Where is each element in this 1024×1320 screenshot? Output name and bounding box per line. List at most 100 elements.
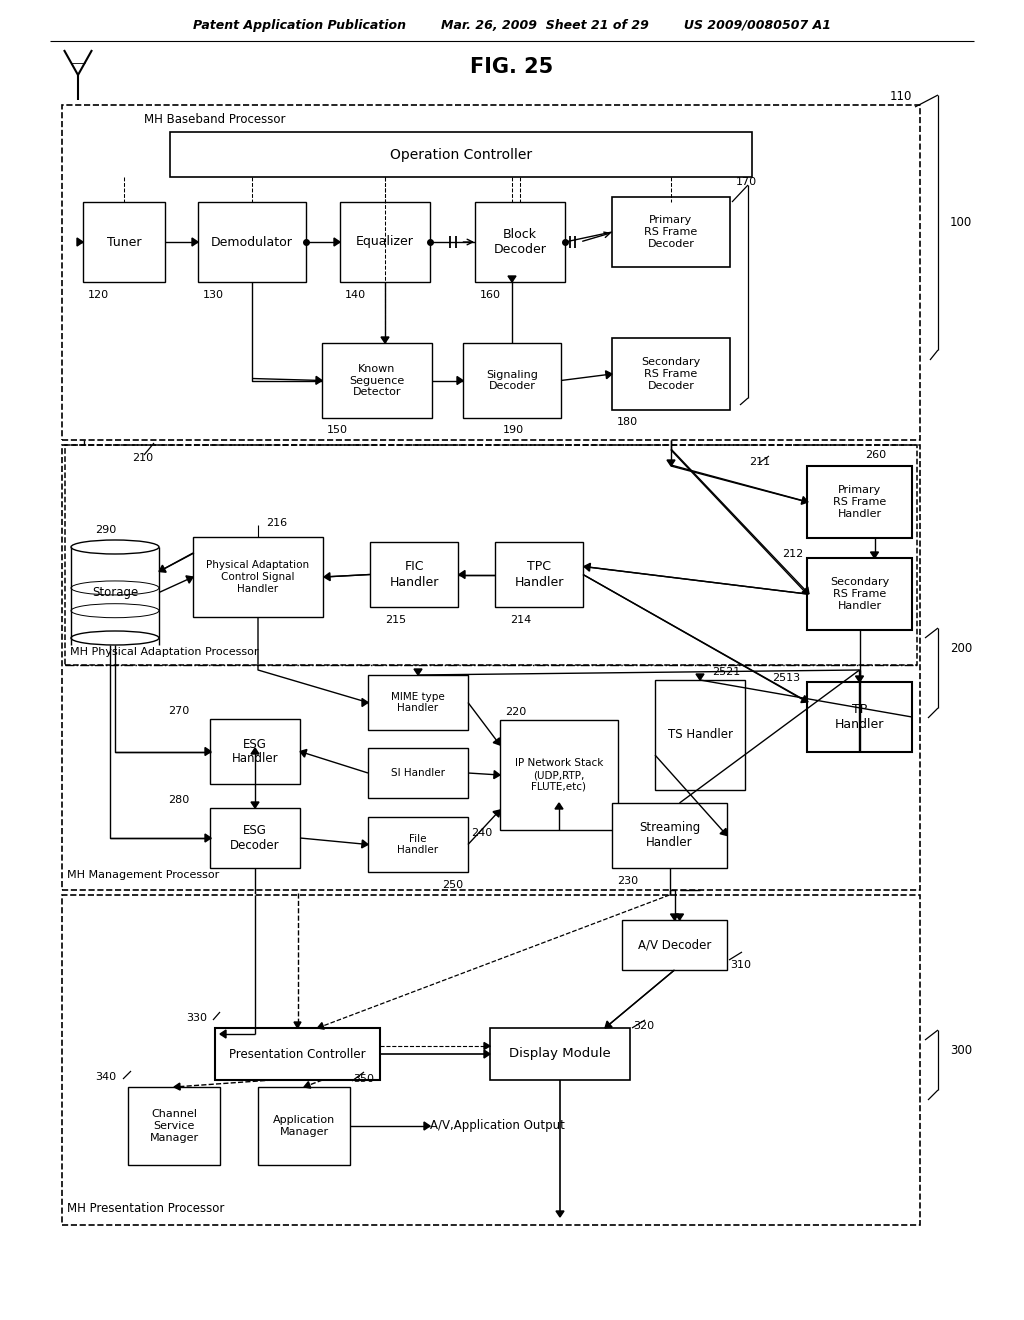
Text: Signaling
Decoder: Signaling Decoder — [486, 370, 538, 391]
Bar — [622, 920, 727, 970]
Bar — [807, 682, 912, 752]
Bar — [463, 343, 561, 418]
Polygon shape — [205, 747, 211, 755]
Text: 270: 270 — [168, 706, 189, 715]
Text: 110: 110 — [890, 90, 912, 103]
Polygon shape — [362, 698, 368, 706]
Text: Presentation Controller: Presentation Controller — [229, 1048, 366, 1060]
Text: Known
Seguence
Detector: Known Seguence Detector — [349, 364, 404, 397]
Text: 120: 120 — [88, 290, 110, 300]
Bar — [210, 808, 300, 869]
Bar — [340, 202, 430, 282]
Bar — [210, 719, 300, 784]
Text: Secondary
RS Frame
Handler: Secondary RS Frame Handler — [829, 577, 889, 611]
Polygon shape — [159, 565, 166, 573]
Text: Demodulator: Demodulator — [211, 235, 293, 248]
Polygon shape — [361, 840, 368, 847]
Polygon shape — [870, 552, 879, 558]
Text: Primary
RS Frame
Handler: Primary RS Frame Handler — [833, 486, 886, 519]
Text: 300: 300 — [950, 1044, 972, 1056]
Text: A/V Decoder: A/V Decoder — [638, 939, 712, 952]
Polygon shape — [484, 1049, 490, 1059]
Bar — [215, 1028, 380, 1080]
Text: FIG. 25: FIG. 25 — [470, 57, 554, 77]
Text: 220: 220 — [505, 708, 526, 717]
Text: Physical Adaptation
Control Signal
Handler: Physical Adaptation Control Signal Handl… — [207, 561, 309, 594]
Text: Channel
Service
Manager: Channel Service Manager — [150, 1109, 199, 1143]
Text: ESG
Handler: ESG Handler — [231, 738, 279, 766]
Polygon shape — [220, 1030, 226, 1038]
Bar — [368, 675, 468, 730]
Text: 330: 330 — [186, 1012, 207, 1023]
Text: Storage: Storage — [92, 586, 138, 599]
Text: 160: 160 — [480, 290, 501, 300]
Polygon shape — [424, 1122, 430, 1130]
Bar — [62, 895, 920, 1225]
Text: 310: 310 — [730, 960, 751, 970]
Text: 320: 320 — [633, 1020, 654, 1031]
Bar — [612, 338, 730, 411]
Polygon shape — [494, 771, 500, 779]
Text: 140: 140 — [345, 290, 367, 300]
Bar — [475, 202, 565, 282]
Bar — [807, 558, 912, 630]
Polygon shape — [494, 738, 500, 744]
Text: MH Management Processor: MH Management Processor — [67, 870, 219, 880]
Text: 2513: 2513 — [772, 673, 800, 682]
Polygon shape — [174, 1084, 180, 1090]
Text: 350: 350 — [353, 1074, 374, 1084]
Bar — [128, 1086, 220, 1166]
Polygon shape — [186, 576, 193, 583]
Polygon shape — [251, 748, 259, 754]
Text: ESG
Decoder: ESG Decoder — [230, 824, 280, 851]
Text: 230: 230 — [617, 876, 638, 886]
Bar — [612, 197, 730, 267]
Text: Application
Manager: Application Manager — [272, 1115, 335, 1137]
Polygon shape — [676, 913, 683, 920]
Text: Streaming
Handler: Streaming Handler — [639, 821, 700, 850]
Bar — [368, 748, 468, 799]
Text: Primary
RS Frame
Decoder: Primary RS Frame Decoder — [644, 215, 697, 248]
Bar — [170, 132, 752, 177]
Text: 290: 290 — [95, 525, 117, 535]
Text: 250: 250 — [442, 880, 463, 890]
Polygon shape — [300, 750, 307, 758]
Text: Equalizer: Equalizer — [356, 235, 414, 248]
Text: Tuner: Tuner — [106, 235, 141, 248]
Text: Secondary
RS Frame
Decoder: Secondary RS Frame Decoder — [641, 358, 700, 391]
Polygon shape — [414, 669, 422, 675]
Text: IP Network Stack
(UDP,RTP,
FLUTE,etc): IP Network Stack (UDP,RTP, FLUTE,etc) — [515, 759, 603, 792]
Text: 211: 211 — [749, 457, 770, 467]
Text: SI Handler: SI Handler — [391, 768, 445, 777]
Bar — [500, 719, 618, 830]
Bar — [62, 445, 920, 890]
Polygon shape — [317, 1023, 325, 1030]
Polygon shape — [294, 1022, 301, 1028]
Polygon shape — [584, 564, 591, 572]
Text: 100: 100 — [950, 216, 972, 230]
Text: MH Baseband Processor: MH Baseband Processor — [144, 114, 286, 125]
Polygon shape — [459, 570, 465, 578]
Polygon shape — [556, 1210, 564, 1217]
Text: Display Module: Display Module — [509, 1048, 611, 1060]
Text: 190: 190 — [503, 425, 524, 436]
Text: TP
Handler: TP Handler — [835, 704, 884, 731]
Polygon shape — [493, 810, 500, 817]
Polygon shape — [381, 337, 389, 343]
Text: MH Presentation Processor: MH Presentation Processor — [67, 1203, 224, 1214]
Text: 280: 280 — [168, 795, 189, 805]
Polygon shape — [855, 676, 863, 682]
Polygon shape — [508, 276, 516, 282]
Text: 180: 180 — [617, 417, 638, 426]
Polygon shape — [802, 587, 809, 594]
Text: MIME type
Handler: MIME type Handler — [391, 692, 444, 713]
Text: 212: 212 — [782, 549, 803, 558]
Text: Operation Controller: Operation Controller — [390, 148, 532, 161]
Text: 200: 200 — [950, 642, 972, 655]
Polygon shape — [605, 371, 612, 379]
Text: Patent Application Publication        Mar. 26, 2009  Sheet 21 of 29        US 20: Patent Application Publication Mar. 26, … — [193, 18, 831, 32]
Bar — [322, 343, 432, 418]
Text: 150: 150 — [327, 425, 348, 436]
Text: 215: 215 — [385, 615, 407, 624]
Polygon shape — [334, 238, 340, 246]
